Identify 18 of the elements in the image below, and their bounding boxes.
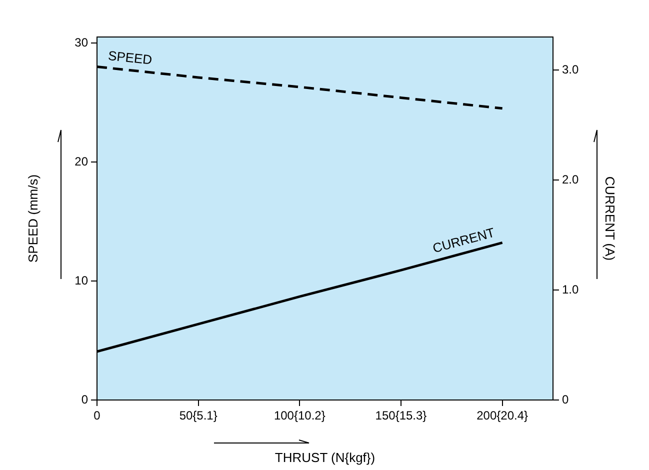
y2-tick-label: 2.0 bbox=[562, 172, 580, 186]
y2-tick-label: 1.0 bbox=[562, 282, 580, 296]
x-tick-label: 200{20.4} bbox=[476, 408, 528, 423]
y-tick-label: 10 bbox=[74, 273, 88, 288]
x-tick-label: 100{10.2} bbox=[274, 408, 326, 423]
y-tick-label: 30 bbox=[74, 35, 88, 50]
line-series bbox=[97, 66, 504, 110]
y-tick-label: 20 bbox=[74, 154, 88, 168]
y2-tick-label: 3.0 bbox=[562, 62, 580, 76]
x-tick-label: 150{15.3} bbox=[375, 408, 427, 423]
y-axis-title: SPEED (mm/s) bbox=[25, 174, 40, 263]
text: SPEED bbox=[107, 48, 153, 68]
y2-tick-label: 0 bbox=[562, 392, 569, 406]
x-tick-label: 0 bbox=[94, 408, 101, 423]
y2-axis-title: CURRENT (A) bbox=[602, 176, 618, 261]
x-axis-title: THRUST (N{kgf}) bbox=[274, 450, 376, 465]
x-tick-label: 50{5.1} bbox=[179, 408, 218, 423]
y-tick-label: 0 bbox=[81, 392, 88, 406]
